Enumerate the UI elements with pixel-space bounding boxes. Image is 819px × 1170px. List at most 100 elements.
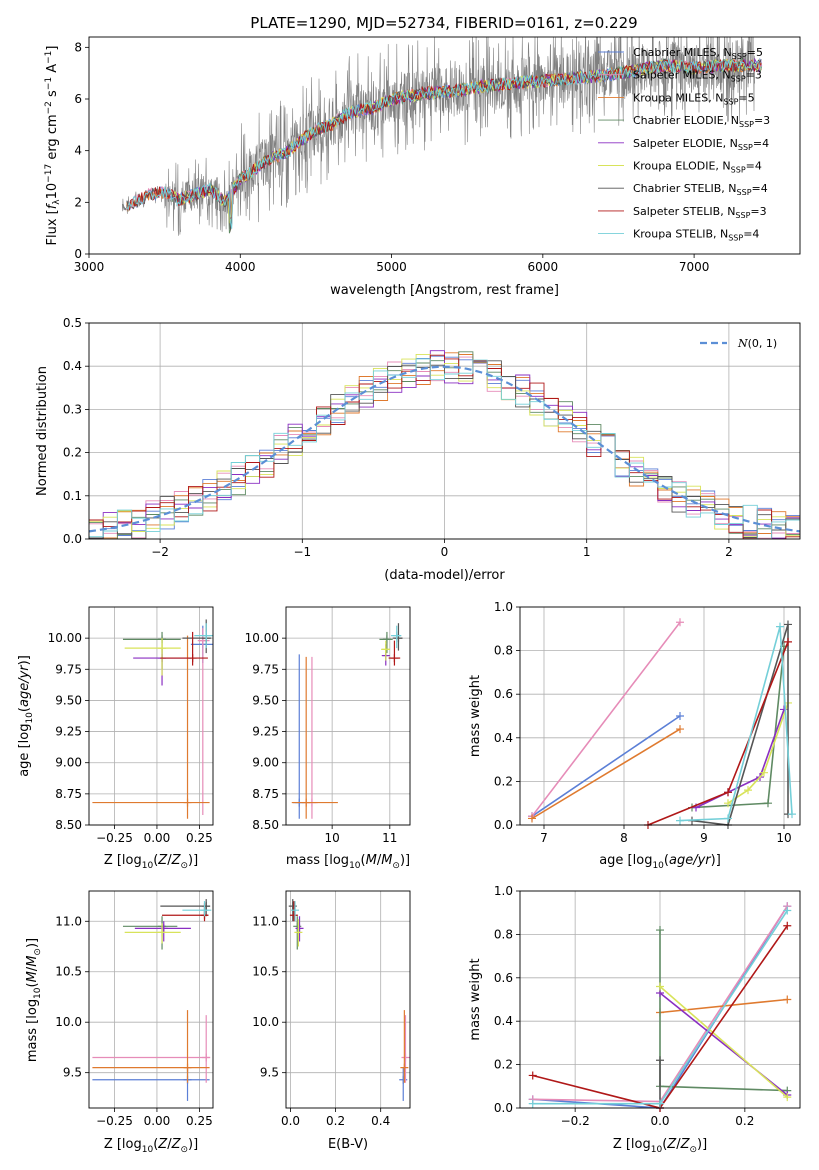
y-tick-label: 0.5 — [63, 316, 82, 330]
x-tick-label: −0.2 — [561, 1114, 590, 1128]
x-tick-label: −0.25 — [96, 1114, 133, 1128]
x-tick-label: 0.2 — [326, 1114, 345, 1128]
mass-vs-EBV-panel: 0.0 0.2 0.4 9.5 10.0 10.5 11.0 E(B-V) — [252, 890, 411, 1152]
y-tick-label: 0.4 — [494, 1014, 513, 1028]
point-chabrier-stelib — [202, 902, 211, 911]
legend-label-salpeter-stelib: Salpeter STELIB, NSSP=3 — [633, 205, 767, 220]
point-kroupa-stelib — [656, 1099, 664, 1108]
y-tick-label: 0.3 — [63, 402, 82, 416]
point-kroupa-miles — [528, 814, 536, 823]
y-tick-label: 0.2 — [494, 774, 513, 788]
point-salpeter-stelib — [528, 1071, 537, 1080]
legend-label-kroupa-elodie: Kroupa ELODIE, NSSP=4 — [633, 160, 762, 175]
series-line-kroupa-stelib — [679, 626, 793, 822]
point-kroupa-miles — [400, 1063, 409, 1072]
x-tick-label: 5000 — [376, 260, 407, 274]
x-tick-label: 0.00 — [144, 831, 171, 845]
y-axis-label: age [log10(age/yr)] — [17, 655, 35, 777]
point-salpeter-elodie — [295, 924, 304, 933]
x-tick-label: 11 — [382, 831, 397, 845]
legend-label-chabrier-stelib: Chabrier STELIB, NSSP=4 — [633, 182, 768, 197]
y-tick-label: 9.00 — [55, 756, 82, 770]
axes-frame — [88, 322, 801, 540]
y-tick-label: 11.0 — [55, 914, 82, 928]
point-salpeter-stelib — [783, 921, 792, 930]
series-line-chabrier-stelib — [691, 624, 789, 826]
point-salpeter-miles — [676, 618, 684, 627]
y-tick-label: 10.00 — [48, 631, 82, 645]
x-tick-label: 7 — [540, 831, 548, 845]
point-kroupa-stelib — [724, 814, 732, 823]
x-tick-label: 3000 — [74, 260, 105, 274]
legend-label-salpeter-elodie: Salpeter ELODIE, NSSP=4 — [633, 137, 769, 152]
x-tick-label: −2 — [151, 545, 169, 559]
legend-label-kroupa-miles: Kroupa MILES, NSSP=5 — [633, 91, 755, 106]
y-tick-label: 4 — [74, 144, 82, 158]
y-tick-label: 2 — [74, 195, 82, 209]
point-kroupa-elodie — [381, 645, 390, 654]
x-tick-label: 0.25 — [186, 1114, 213, 1128]
x-tick-label: 10 — [776, 831, 791, 845]
axes-frame — [285, 890, 411, 1109]
x-tick-label: −0.25 — [96, 831, 133, 845]
point-chabrier-elodie — [656, 926, 664, 935]
y-tick-label: 10.5 — [55, 965, 82, 979]
y-tick-label: 8.50 — [55, 818, 82, 832]
series-line-kroupa-elodie — [659, 985, 788, 1098]
x-tick-label: 8 — [620, 831, 628, 845]
point-kroupa-elodie — [760, 768, 768, 777]
y-tick-label: 1.0 — [494, 600, 513, 614]
axes-frame — [285, 606, 411, 826]
x-tick-label: 0.0 — [281, 1114, 300, 1128]
y-tick-label: 9.00 — [252, 756, 279, 770]
legend-label-gaussian: N(0, 1) — [737, 337, 777, 350]
x-tick-label: 0.4 — [371, 1114, 390, 1128]
y-tick-label: 10.0 — [55, 1015, 82, 1029]
y-tick-label: 10.0 — [252, 1015, 279, 1029]
y-tick-label: 9.75 — [55, 662, 82, 676]
x-axis-label: Z [log10(Z/Z⊙)] — [613, 1137, 707, 1155]
y-tick-label: 0.8 — [494, 927, 513, 941]
series-line-kroupa-miles — [531, 728, 681, 820]
point-kroupa-stelib — [776, 622, 784, 631]
y-tick-label: 0.0 — [494, 1101, 513, 1115]
y-tick-label: 1.0 — [494, 884, 513, 898]
x-tick-label: 0 — [441, 545, 449, 559]
point-salpeter-stelib — [784, 637, 792, 646]
point-salpeter-miles — [202, 1053, 211, 1062]
mass-weight-vs-age-panel: 7 8 9 10 0.0 0.2 0.4 0.6 0.8 1.0 mass weight age [l… — [468, 600, 801, 871]
series-line-salpeter-elodie — [695, 709, 785, 809]
series-line-kroupa-elodie — [727, 702, 789, 804]
y-tick-label: 9.50 — [55, 693, 82, 707]
point-kroupa-miles — [302, 798, 311, 807]
y-axis-label: mass weight — [468, 958, 483, 1040]
figure-title: PLATE=1290, MJD=52734, FIBERID=0161, z=0… — [250, 14, 637, 32]
y-tick-label: 0 — [74, 247, 82, 261]
x-tick-label: 0.0 — [650, 1114, 669, 1128]
y-tick-label: 8 — [74, 40, 82, 54]
axes-frame — [88, 36, 801, 255]
y-tick-label: 6 — [74, 92, 82, 106]
x-tick-label: 10 — [324, 831, 339, 845]
series-line-chabrier-miles — [531, 715, 681, 817]
point-kroupa-elodie — [158, 928, 167, 937]
series-line-salpeter-miles — [531, 621, 681, 817]
axes-frame — [88, 890, 214, 1109]
x-axis-label: Z [log10(Z/Z⊙)] — [104, 853, 198, 871]
axes-frame — [88, 606, 214, 826]
point-kroupa-stelib — [392, 631, 401, 640]
y-axis-label: mass weight — [468, 675, 483, 757]
legend-label-chabrier-elodie: Chabrier ELODIE, NSSP=3 — [633, 114, 770, 129]
point-kroupa-elodie — [158, 644, 167, 653]
point-salpeter-stelib — [724, 788, 732, 797]
y-tick-label: 9.5 — [260, 1066, 279, 1080]
point-chabrier-miles — [676, 712, 684, 720]
y-tick-label: 9.5 — [63, 1066, 82, 1080]
y-tick-label: 8.75 — [252, 787, 279, 801]
mass-weight-vs-Z-panel: −0.2 0.0 0.2 0.0 0.2 0.4 0.6 0.8 1.0 mass weight Z… — [468, 884, 801, 1155]
point-chabrier-elodie — [764, 799, 772, 808]
mass-vs-Z-panel: −0.25 0.00 0.25 9.5 10.0 10.5 11.0 Z [log10(Z/Z… — [25, 890, 214, 1155]
y-tick-label: 0.4 — [63, 359, 82, 373]
point-kroupa-stelib — [202, 631, 211, 640]
x-tick-label: 7000 — [679, 260, 710, 274]
